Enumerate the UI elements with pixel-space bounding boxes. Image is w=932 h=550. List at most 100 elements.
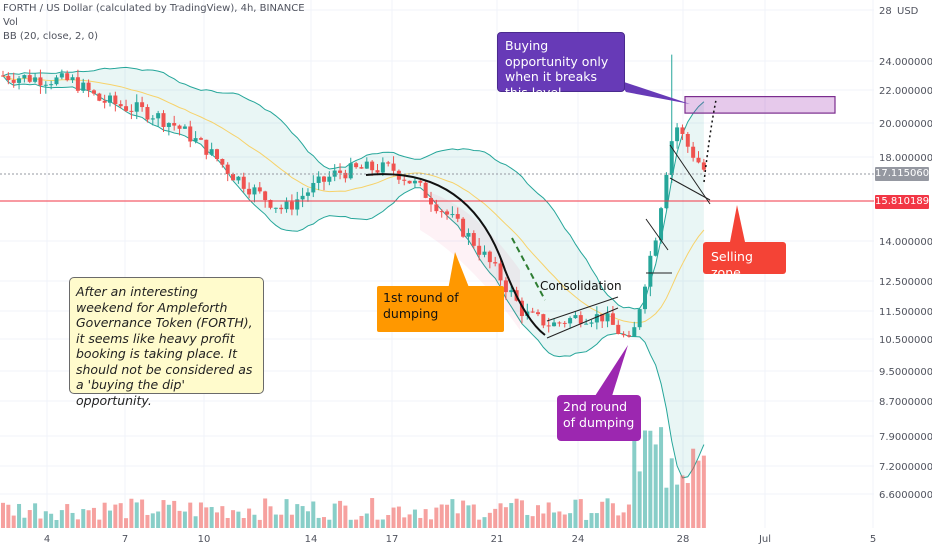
y-tick-label: 14.0000000 xyxy=(879,237,932,248)
candle-body xyxy=(541,314,546,326)
volume-bar xyxy=(386,515,391,528)
buy-opportunity-callout[interactable]: Buying opportunity only when it breaks t… xyxy=(497,32,625,100)
y-tick-label: 12.5000000 xyxy=(879,277,932,288)
volume-bar xyxy=(589,513,594,528)
resistance-price-tag: 15.8101898 xyxy=(875,195,932,209)
candle-body xyxy=(461,218,466,237)
chart-symbol-title[interactable]: FORTH / US Dollar (calculated by Trading… xyxy=(3,3,305,14)
volume-bar xyxy=(605,498,610,528)
candle-body xyxy=(108,95,112,103)
volume-bar xyxy=(198,502,203,528)
x-tick-label: 7 xyxy=(122,534,128,545)
volume-bar xyxy=(27,510,32,528)
volume-bar xyxy=(536,505,540,528)
chart-grid xyxy=(0,0,874,528)
y-axis: 28 24.0000000 22.0000000 20.0000000 18.00000… xyxy=(879,6,932,501)
selling-zone-pointer xyxy=(730,205,745,242)
volume-bar xyxy=(429,519,433,528)
selling-zone-callout[interactable]: Selling zone xyxy=(703,242,786,280)
volume-bar xyxy=(156,511,161,528)
volume-bar xyxy=(632,424,637,528)
candle-body xyxy=(610,313,615,325)
volume-bar xyxy=(455,513,460,528)
volume-bar xyxy=(182,511,187,528)
candle-body xyxy=(402,179,407,181)
info-note[interactable]: After an interesting weekend for Amplefo… xyxy=(69,277,264,408)
volume-bar xyxy=(59,510,64,528)
candle-body xyxy=(519,300,524,317)
candle-body xyxy=(284,201,289,210)
second-dump-callout[interactable]: 2nd round of dumping xyxy=(557,395,641,441)
volume-bar xyxy=(70,512,75,528)
y-tick-label: 10.5000000 xyxy=(879,335,932,346)
candle-body xyxy=(11,79,16,83)
volume-bar xyxy=(359,515,364,528)
candle-body xyxy=(263,191,268,201)
candle-body xyxy=(637,309,642,328)
volume-bar xyxy=(578,499,583,528)
candle-body xyxy=(626,335,631,337)
candle-body xyxy=(412,180,417,184)
candle-body xyxy=(166,123,171,127)
y-tick-label: 28 xyxy=(879,6,892,17)
first-dump-callout[interactable]: 1st round of dumping xyxy=(377,286,504,332)
candle-body xyxy=(680,127,685,134)
volume-bar xyxy=(75,519,80,528)
volume-bar xyxy=(562,514,567,528)
consolidation-label[interactable]: Consolidation xyxy=(540,279,622,293)
volume-bar xyxy=(22,517,27,528)
candle-body xyxy=(295,199,300,210)
candle-body xyxy=(38,77,43,86)
candle-body xyxy=(54,77,59,85)
volume-bar xyxy=(407,514,412,528)
volume-bar xyxy=(364,513,369,528)
volume-bar xyxy=(263,498,268,528)
volume-bar xyxy=(396,506,401,528)
candle-body xyxy=(434,204,439,212)
volume-bar xyxy=(338,500,343,528)
candle-body xyxy=(407,180,412,184)
volume-bar xyxy=(209,507,214,528)
volume-bar xyxy=(204,507,209,528)
volume-bar xyxy=(691,448,696,528)
volume-bar xyxy=(257,519,262,528)
candle-body xyxy=(450,214,455,216)
volume-bar xyxy=(675,484,680,528)
volume-bar xyxy=(530,516,535,528)
candle-body xyxy=(439,211,444,213)
candle-body xyxy=(118,104,123,107)
bb-basis-line xyxy=(2,75,705,324)
volume-bar xyxy=(225,517,230,528)
volume-bar xyxy=(541,513,546,528)
x-tick-label: 17 xyxy=(386,534,399,545)
candle-body xyxy=(648,255,653,287)
candle-body xyxy=(557,322,562,324)
candle-body xyxy=(289,201,294,210)
candle-body xyxy=(182,126,187,129)
candle-body xyxy=(471,233,476,246)
volume-indicator-label[interactable]: Vol xyxy=(3,17,18,28)
x-tick-label: Jul xyxy=(758,534,771,545)
x-tick-label: 10 xyxy=(198,534,211,545)
volume-bar xyxy=(439,504,444,528)
volume-bar xyxy=(295,504,300,528)
candle-body xyxy=(129,110,134,112)
candle-body xyxy=(664,174,669,209)
candle-body xyxy=(22,75,27,79)
candle-body xyxy=(375,170,380,173)
candle-body xyxy=(552,322,557,327)
current-price-tag: 17.1150600 xyxy=(875,167,932,181)
candle-body xyxy=(193,138,198,142)
y-tick-label: 18.0000000 xyxy=(879,153,932,164)
volume-bar xyxy=(643,430,647,528)
volume-bar xyxy=(311,501,316,528)
candle-body xyxy=(225,164,230,175)
candle-body xyxy=(300,195,305,200)
y-tick-label: 11.5000000 xyxy=(879,307,932,318)
volume-bar xyxy=(97,519,102,528)
candle-body xyxy=(562,322,567,324)
candle-body xyxy=(503,280,508,293)
candle-body xyxy=(247,188,252,195)
bollinger-indicator-label[interactable]: BB (20, close, 2, 0) xyxy=(3,31,98,42)
volume-bar xyxy=(370,498,375,528)
